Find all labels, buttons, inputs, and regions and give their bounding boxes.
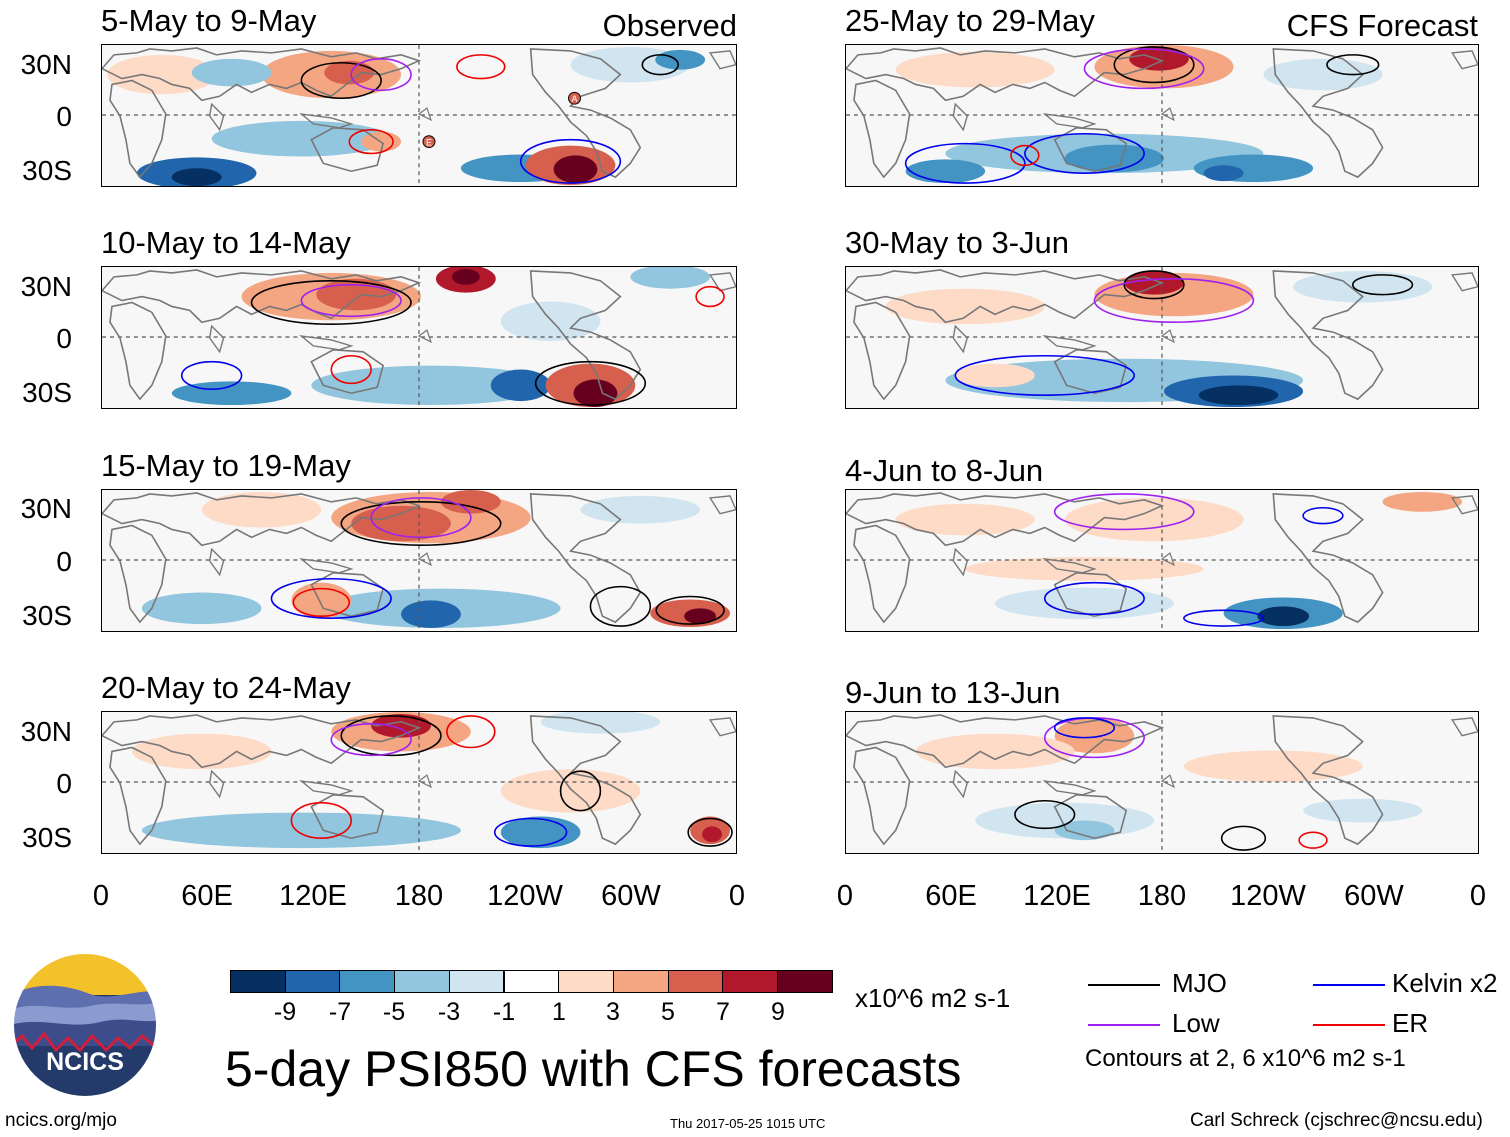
lon-label-0-end-right: 0	[1469, 880, 1487, 912]
colorbar-swatch	[230, 970, 286, 993]
legend-low-label: Low	[1172, 1008, 1220, 1038]
map-panel-fcst-1	[845, 44, 1479, 187]
footer-timestamp: Thu 2017-05-25 1015 UTC	[670, 1116, 826, 1131]
colorbar-swatch	[448, 970, 505, 993]
legend-low-line	[1088, 1024, 1160, 1026]
colorbar-tick-1: 1	[552, 998, 566, 1026]
colorbar-tick-7: 7	[716, 998, 730, 1026]
panel-title-obs-1: 5-May to 9-May	[101, 3, 317, 38]
panel-title-obs-4: 20-May to 24-May	[101, 670, 351, 705]
colorbar-swatch	[777, 970, 833, 993]
lon-label-0-right: 0	[836, 880, 854, 912]
logo-text: NCICS	[46, 1048, 124, 1076]
colorbar-swatch	[339, 970, 396, 993]
colorbar-swatch	[722, 970, 778, 993]
panel-title-fcst-3: 4-Jun to 8-Jun	[845, 453, 1044, 488]
map-panel-obs-4	[101, 711, 737, 854]
contours-note: Contours at 2, 6 x10^6 m2 s-1	[1085, 1045, 1406, 1072]
lon-label-180-left: 180	[394, 880, 444, 912]
colorbar-swatch	[612, 970, 669, 993]
legend-er-label: ER	[1392, 1008, 1429, 1038]
observed-header: Observed	[602, 8, 737, 43]
legend-mjo-line	[1088, 984, 1160, 986]
lon-label-60e-right: 60E	[925, 880, 977, 912]
colorbar-swatch	[558, 970, 614, 993]
lon-label-60w-right: 60W	[1344, 880, 1404, 912]
colorbar-tick-5: 5	[661, 998, 675, 1026]
lat-label-30n: 30N	[20, 493, 72, 524]
map-panel-fcst-3	[845, 489, 1479, 632]
map-panel-fcst-2	[845, 266, 1479, 409]
legend-er-line	[1313, 1024, 1385, 1026]
map-panel-obs-2	[101, 266, 737, 409]
lon-label-120w-right: 120W	[1230, 880, 1306, 912]
colorbar-tick-9: 9	[771, 998, 785, 1026]
map-panel-obs-1: A E	[101, 44, 737, 187]
colorbar-swatch	[284, 970, 341, 993]
map-panel-obs-3	[101, 489, 737, 632]
main-title: 5-day PSI850 with CFS forecasts	[225, 1041, 962, 1097]
footer-url[interactable]: ncics.org/mjo	[5, 1110, 117, 1131]
lon-label-180-right: 180	[1137, 880, 1187, 912]
colorbar-tick-m5: -5	[382, 998, 406, 1026]
lat-label-30s: 30S	[22, 822, 72, 853]
colorbar-swatch	[667, 970, 724, 993]
map-panel-fcst-4	[845, 711, 1479, 854]
lat-label-eq: 0	[56, 768, 72, 799]
footer-author: Carl Schreck (cjschrec@ncsu.edu)	[1190, 1110, 1483, 1131]
lon-label-120e-left: 120E	[279, 880, 347, 912]
colorbar-tick-m1: -1	[492, 998, 516, 1026]
lat-label-30s: 30S	[22, 377, 72, 408]
lat-label-30n: 30N	[20, 271, 72, 302]
lon-label-120w-left: 120W	[487, 880, 563, 912]
colorbar-tick-m3: -3	[437, 998, 461, 1026]
colorbar-tick-m9: -9	[273, 998, 297, 1026]
lat-label-30n: 30N	[20, 716, 72, 747]
lat-label-eq: 0	[56, 546, 72, 577]
colorbar-swatch	[394, 970, 450, 993]
lon-label-0-left: 0	[92, 880, 110, 912]
lat-label-30n: 30N	[20, 49, 72, 80]
colorbar-tick-m7: -7	[328, 998, 352, 1026]
panel-title-fcst-2: 30-May to 3-Jun	[845, 225, 1069, 260]
ncics-logo[interactable]: NCICS	[10, 950, 160, 1100]
lon-label-120e-right: 120E	[1023, 880, 1091, 912]
lon-label-60e-left: 60E	[181, 880, 233, 912]
lat-label-eq: 0	[56, 101, 72, 132]
storm-marker-a: A	[572, 94, 578, 104]
colorbar-tick-3: 3	[606, 998, 620, 1026]
forecast-header: CFS Forecast	[1286, 8, 1478, 43]
lat-label-eq: 0	[56, 323, 72, 354]
lon-label-60w-left: 60W	[601, 880, 661, 912]
panel-title-fcst-1: 25-May to 29-May	[845, 3, 1095, 38]
legend-kelvin-line	[1313, 984, 1385, 986]
panel-title-obs-2: 10-May to 14-May	[101, 225, 351, 260]
colorbar-swatch	[503, 970, 560, 993]
lat-label-30s: 30S	[22, 155, 72, 186]
storm-marker-e: E	[426, 138, 432, 148]
lat-label-30s: 30S	[22, 600, 72, 631]
panel-title-fcst-4: 9-Jun to 13-Jun	[845, 675, 1061, 710]
legend-kelvin-label: Kelvin x2	[1392, 968, 1498, 998]
colorbar-units: x10^6 m2 s-1	[855, 983, 1011, 1013]
panel-title-obs-3: 15-May to 19-May	[101, 448, 351, 483]
legend-mjo-label: MJO	[1172, 968, 1227, 998]
lon-label-0-end-left: 0	[728, 880, 746, 912]
